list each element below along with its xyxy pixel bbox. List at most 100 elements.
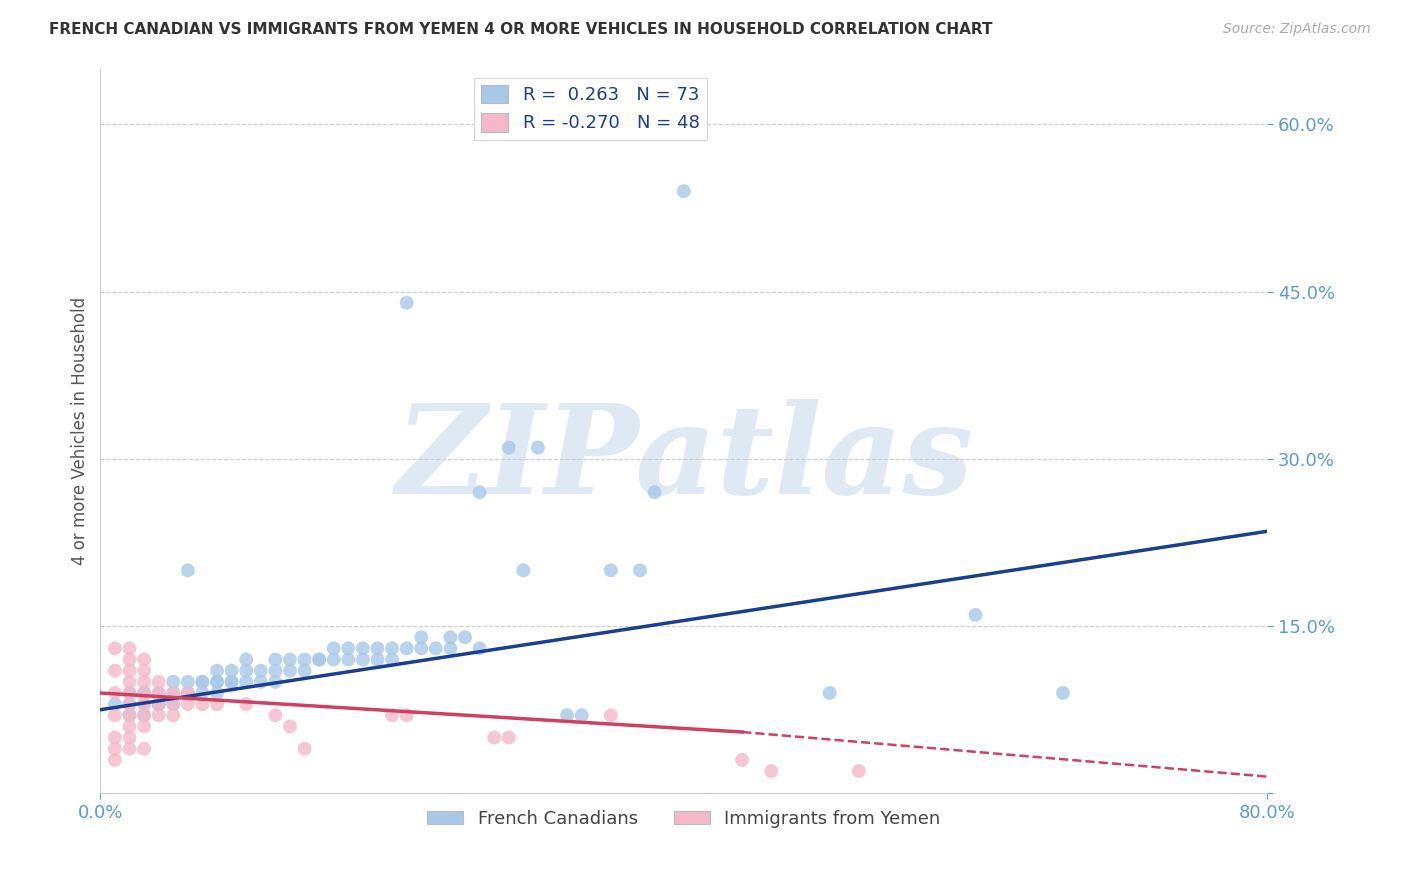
Point	[366, 641, 388, 656]
Point	[294, 652, 316, 666]
Point	[235, 697, 257, 711]
Point	[221, 664, 243, 678]
Point	[205, 674, 228, 689]
Point	[672, 184, 695, 198]
Text: Source: ZipAtlas.com: Source: ZipAtlas.com	[1223, 22, 1371, 37]
Point	[148, 686, 170, 700]
Point	[148, 697, 170, 711]
Point	[205, 674, 228, 689]
Point	[104, 641, 127, 656]
Point	[205, 664, 228, 678]
Point	[249, 674, 271, 689]
Point	[454, 630, 477, 644]
Point	[104, 731, 127, 745]
Point	[191, 674, 214, 689]
Point	[381, 641, 404, 656]
Point	[221, 674, 243, 689]
Point	[177, 686, 200, 700]
Point	[132, 674, 155, 689]
Point	[118, 664, 141, 678]
Point	[599, 708, 621, 723]
Point	[439, 630, 461, 644]
Point	[104, 664, 127, 678]
Point	[235, 652, 257, 666]
Point	[264, 708, 287, 723]
Point	[366, 652, 388, 666]
Point	[352, 641, 374, 656]
Point	[498, 731, 520, 745]
Point	[132, 652, 155, 666]
Point	[235, 674, 257, 689]
Point	[249, 664, 271, 678]
Point	[395, 641, 418, 656]
Point	[132, 697, 155, 711]
Point	[221, 674, 243, 689]
Point	[132, 719, 155, 733]
Point	[468, 485, 491, 500]
Point	[278, 664, 301, 678]
Point	[177, 686, 200, 700]
Legend: French Canadians, Immigrants from Yemen: French Canadians, Immigrants from Yemen	[420, 803, 948, 835]
Text: FRENCH CANADIAN VS IMMIGRANTS FROM YEMEN 4 OR MORE VEHICLES IN HOUSEHOLD CORRELA: FRENCH CANADIAN VS IMMIGRANTS FROM YEMEN…	[49, 22, 993, 37]
Point	[395, 708, 418, 723]
Text: ZIPatlas: ZIPatlas	[395, 400, 973, 521]
Point	[177, 674, 200, 689]
Point	[118, 686, 141, 700]
Point	[132, 708, 155, 723]
Point	[527, 441, 550, 455]
Point	[132, 697, 155, 711]
Point	[848, 764, 870, 778]
Point	[148, 674, 170, 689]
Point	[571, 708, 593, 723]
Point	[148, 686, 170, 700]
Point	[294, 741, 316, 756]
Point	[264, 664, 287, 678]
Point	[118, 697, 141, 711]
Point	[294, 664, 316, 678]
Point	[395, 295, 418, 310]
Point	[162, 686, 184, 700]
Point	[118, 741, 141, 756]
Point	[191, 686, 214, 700]
Point	[177, 697, 200, 711]
Point	[965, 607, 987, 622]
Point	[555, 708, 578, 723]
Point	[148, 697, 170, 711]
Point	[118, 686, 141, 700]
Point	[322, 652, 344, 666]
Point	[337, 652, 360, 666]
Point	[411, 630, 433, 644]
Point	[381, 652, 404, 666]
Point	[381, 708, 404, 723]
Point	[482, 731, 505, 745]
Point	[439, 641, 461, 656]
Point	[191, 674, 214, 689]
Point	[162, 708, 184, 723]
Point	[425, 641, 447, 656]
Point	[118, 652, 141, 666]
Point	[205, 697, 228, 711]
Point	[628, 563, 651, 577]
Point	[177, 563, 200, 577]
Point	[132, 686, 155, 700]
Point	[118, 719, 141, 733]
Point	[278, 719, 301, 733]
Point	[235, 664, 257, 678]
Point	[104, 686, 127, 700]
Point	[104, 708, 127, 723]
Point	[104, 753, 127, 767]
Point	[118, 731, 141, 745]
Point	[132, 741, 155, 756]
Point	[162, 686, 184, 700]
Point	[132, 664, 155, 678]
Point	[132, 708, 155, 723]
Point	[308, 652, 330, 666]
Point	[132, 686, 155, 700]
Point	[468, 641, 491, 656]
Point	[162, 674, 184, 689]
Point	[264, 674, 287, 689]
Point	[818, 686, 841, 700]
Point	[132, 686, 155, 700]
Point	[162, 697, 184, 711]
Point	[761, 764, 783, 778]
